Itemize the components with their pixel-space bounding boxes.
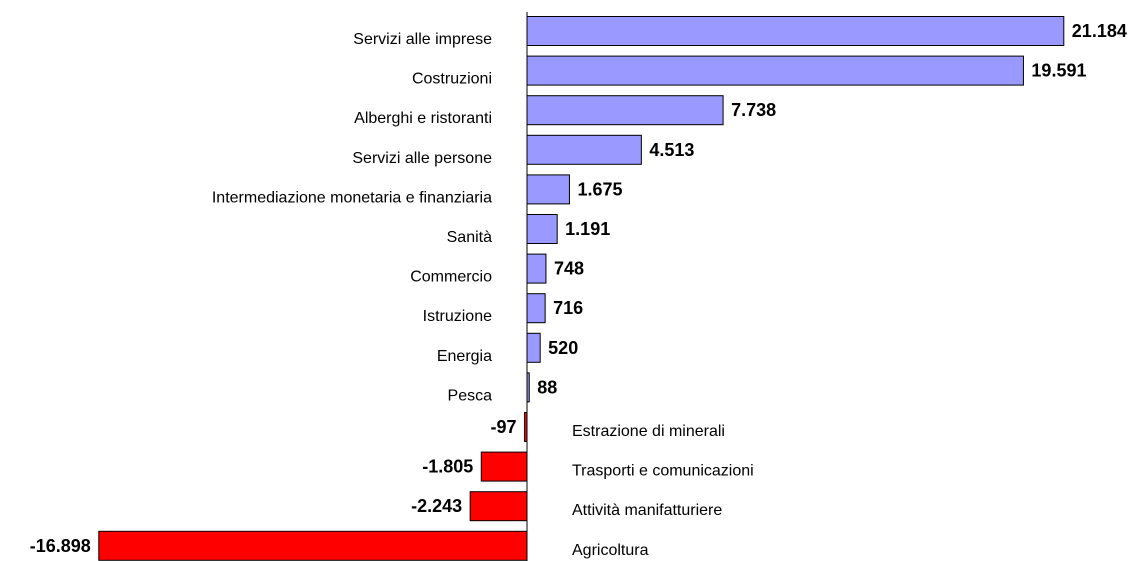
value-label: 748: [554, 259, 584, 279]
category-label: Estrazione di minerali: [572, 423, 725, 440]
value-label: 88: [537, 377, 557, 397]
bar: [480, 451, 528, 482]
category-label: Pesca: [448, 387, 493, 404]
bar: [526, 253, 547, 284]
category-label: Istruzione: [423, 308, 492, 325]
value-label: 716: [553, 298, 583, 318]
bar: [524, 412, 528, 442]
value-label: 21.184: [1072, 21, 1127, 41]
category-label: Agricoltura: [572, 542, 649, 559]
bar: [469, 491, 528, 522]
category-label: Intermediazione monetaria e finanziaria: [212, 189, 492, 206]
bar: [526, 332, 541, 363]
bar: [526, 293, 546, 324]
value-label: -1.805: [422, 457, 473, 477]
value-label: -2.243: [411, 496, 462, 516]
bar: [526, 214, 558, 244]
value-label: -16.898: [30, 536, 91, 556]
category-label: Energia: [437, 348, 492, 365]
category-label: Sanità: [447, 229, 492, 246]
value-label: 1.675: [577, 179, 622, 199]
value-label: 4.513: [649, 140, 694, 160]
category-label: Servizi alle imprese: [353, 31, 492, 48]
value-label: 520: [548, 338, 578, 358]
value-label: -97: [491, 417, 517, 437]
bar: [526, 372, 530, 403]
category-label: Costruzioni: [412, 71, 492, 88]
value-label: 7.738: [731, 100, 776, 120]
value-label: 19.591: [1031, 61, 1086, 81]
category-label: Trasporti e comunicazioni: [572, 463, 754, 480]
category-label: Attività manifatturiere: [572, 502, 722, 519]
category-label: Commercio: [410, 269, 492, 286]
bar: [526, 134, 642, 165]
bar: [526, 95, 724, 126]
bar: [526, 55, 1024, 86]
bar: [526, 16, 1065, 46]
bar: [98, 530, 528, 561]
bar: [526, 174, 570, 205]
value-label: 1.191: [565, 219, 610, 239]
category-label: Alberghi e ristoranti: [354, 110, 492, 127]
category-label: Servizi alle persone: [352, 150, 492, 167]
